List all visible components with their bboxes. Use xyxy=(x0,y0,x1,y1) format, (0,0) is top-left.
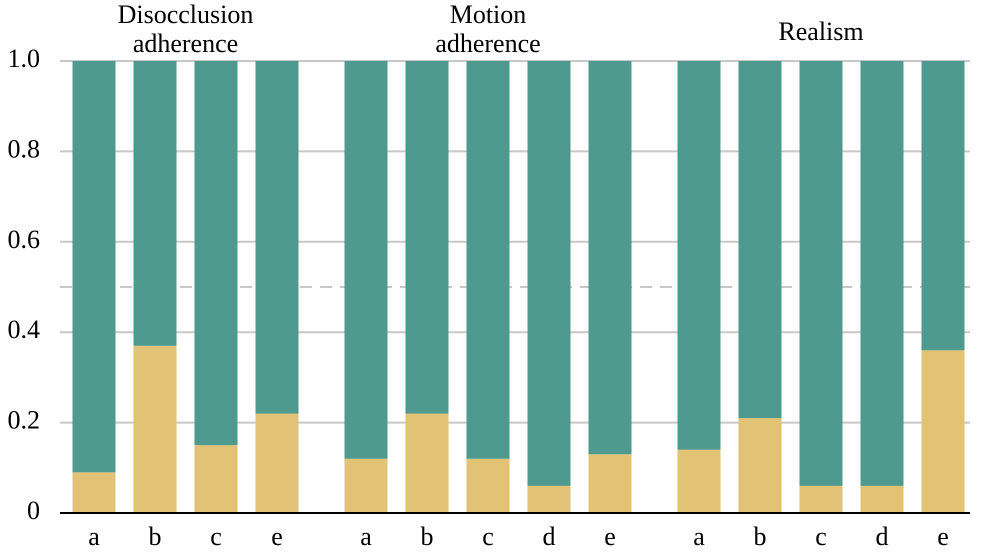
x-tick-label: e xyxy=(604,522,616,551)
bar xyxy=(588,454,632,513)
bar xyxy=(405,413,449,513)
bar xyxy=(738,418,782,513)
bar xyxy=(799,485,843,513)
bar xyxy=(194,445,238,513)
x-tick-label: e xyxy=(271,522,283,551)
bar xyxy=(466,458,510,513)
bar xyxy=(344,458,388,513)
x-tick-label: c xyxy=(482,522,494,551)
y-tick-label: 0.2 xyxy=(8,406,41,435)
x-tick-label: b xyxy=(754,522,767,551)
y-tick-label: 0.6 xyxy=(8,225,41,254)
bar xyxy=(799,61,843,486)
x-tick-label: a xyxy=(88,522,100,551)
bar xyxy=(466,61,510,459)
bar xyxy=(133,61,177,346)
x-tick-label: c xyxy=(815,522,827,551)
x-tick-label: a xyxy=(693,522,705,551)
bar xyxy=(133,345,177,513)
bar xyxy=(72,61,116,473)
y-tick-label: 0.4 xyxy=(8,315,41,344)
group-label: Motion xyxy=(450,0,527,29)
bar xyxy=(921,61,965,351)
group-label: Realism xyxy=(778,17,863,46)
bar xyxy=(921,350,965,513)
y-tick-label: 1.0 xyxy=(8,44,41,73)
bar xyxy=(255,413,299,513)
bar xyxy=(738,61,782,419)
group-label: adherence xyxy=(133,29,238,58)
bar xyxy=(588,61,632,455)
bar xyxy=(677,449,721,513)
bar xyxy=(255,61,299,414)
bar xyxy=(860,61,904,486)
x-tick-label: d xyxy=(876,522,889,551)
y-tick-label: 0.8 xyxy=(8,134,41,163)
bar xyxy=(527,61,571,486)
y-tick-label: 0 xyxy=(27,496,40,525)
x-tick-label: b xyxy=(421,522,434,551)
x-tick-label: c xyxy=(210,522,222,551)
bar xyxy=(860,485,904,513)
bar xyxy=(405,61,449,414)
bar xyxy=(194,61,238,446)
bar xyxy=(677,61,721,450)
group-label: adherence xyxy=(435,29,540,58)
bar xyxy=(527,485,571,513)
x-tick-label: d xyxy=(543,522,556,551)
x-tick-label: a xyxy=(360,522,372,551)
bar xyxy=(72,472,116,513)
bar xyxy=(344,61,388,459)
group-label: Disocclusion xyxy=(118,0,254,29)
x-tick-label: b xyxy=(149,522,162,551)
x-tick-label: e xyxy=(937,522,949,551)
